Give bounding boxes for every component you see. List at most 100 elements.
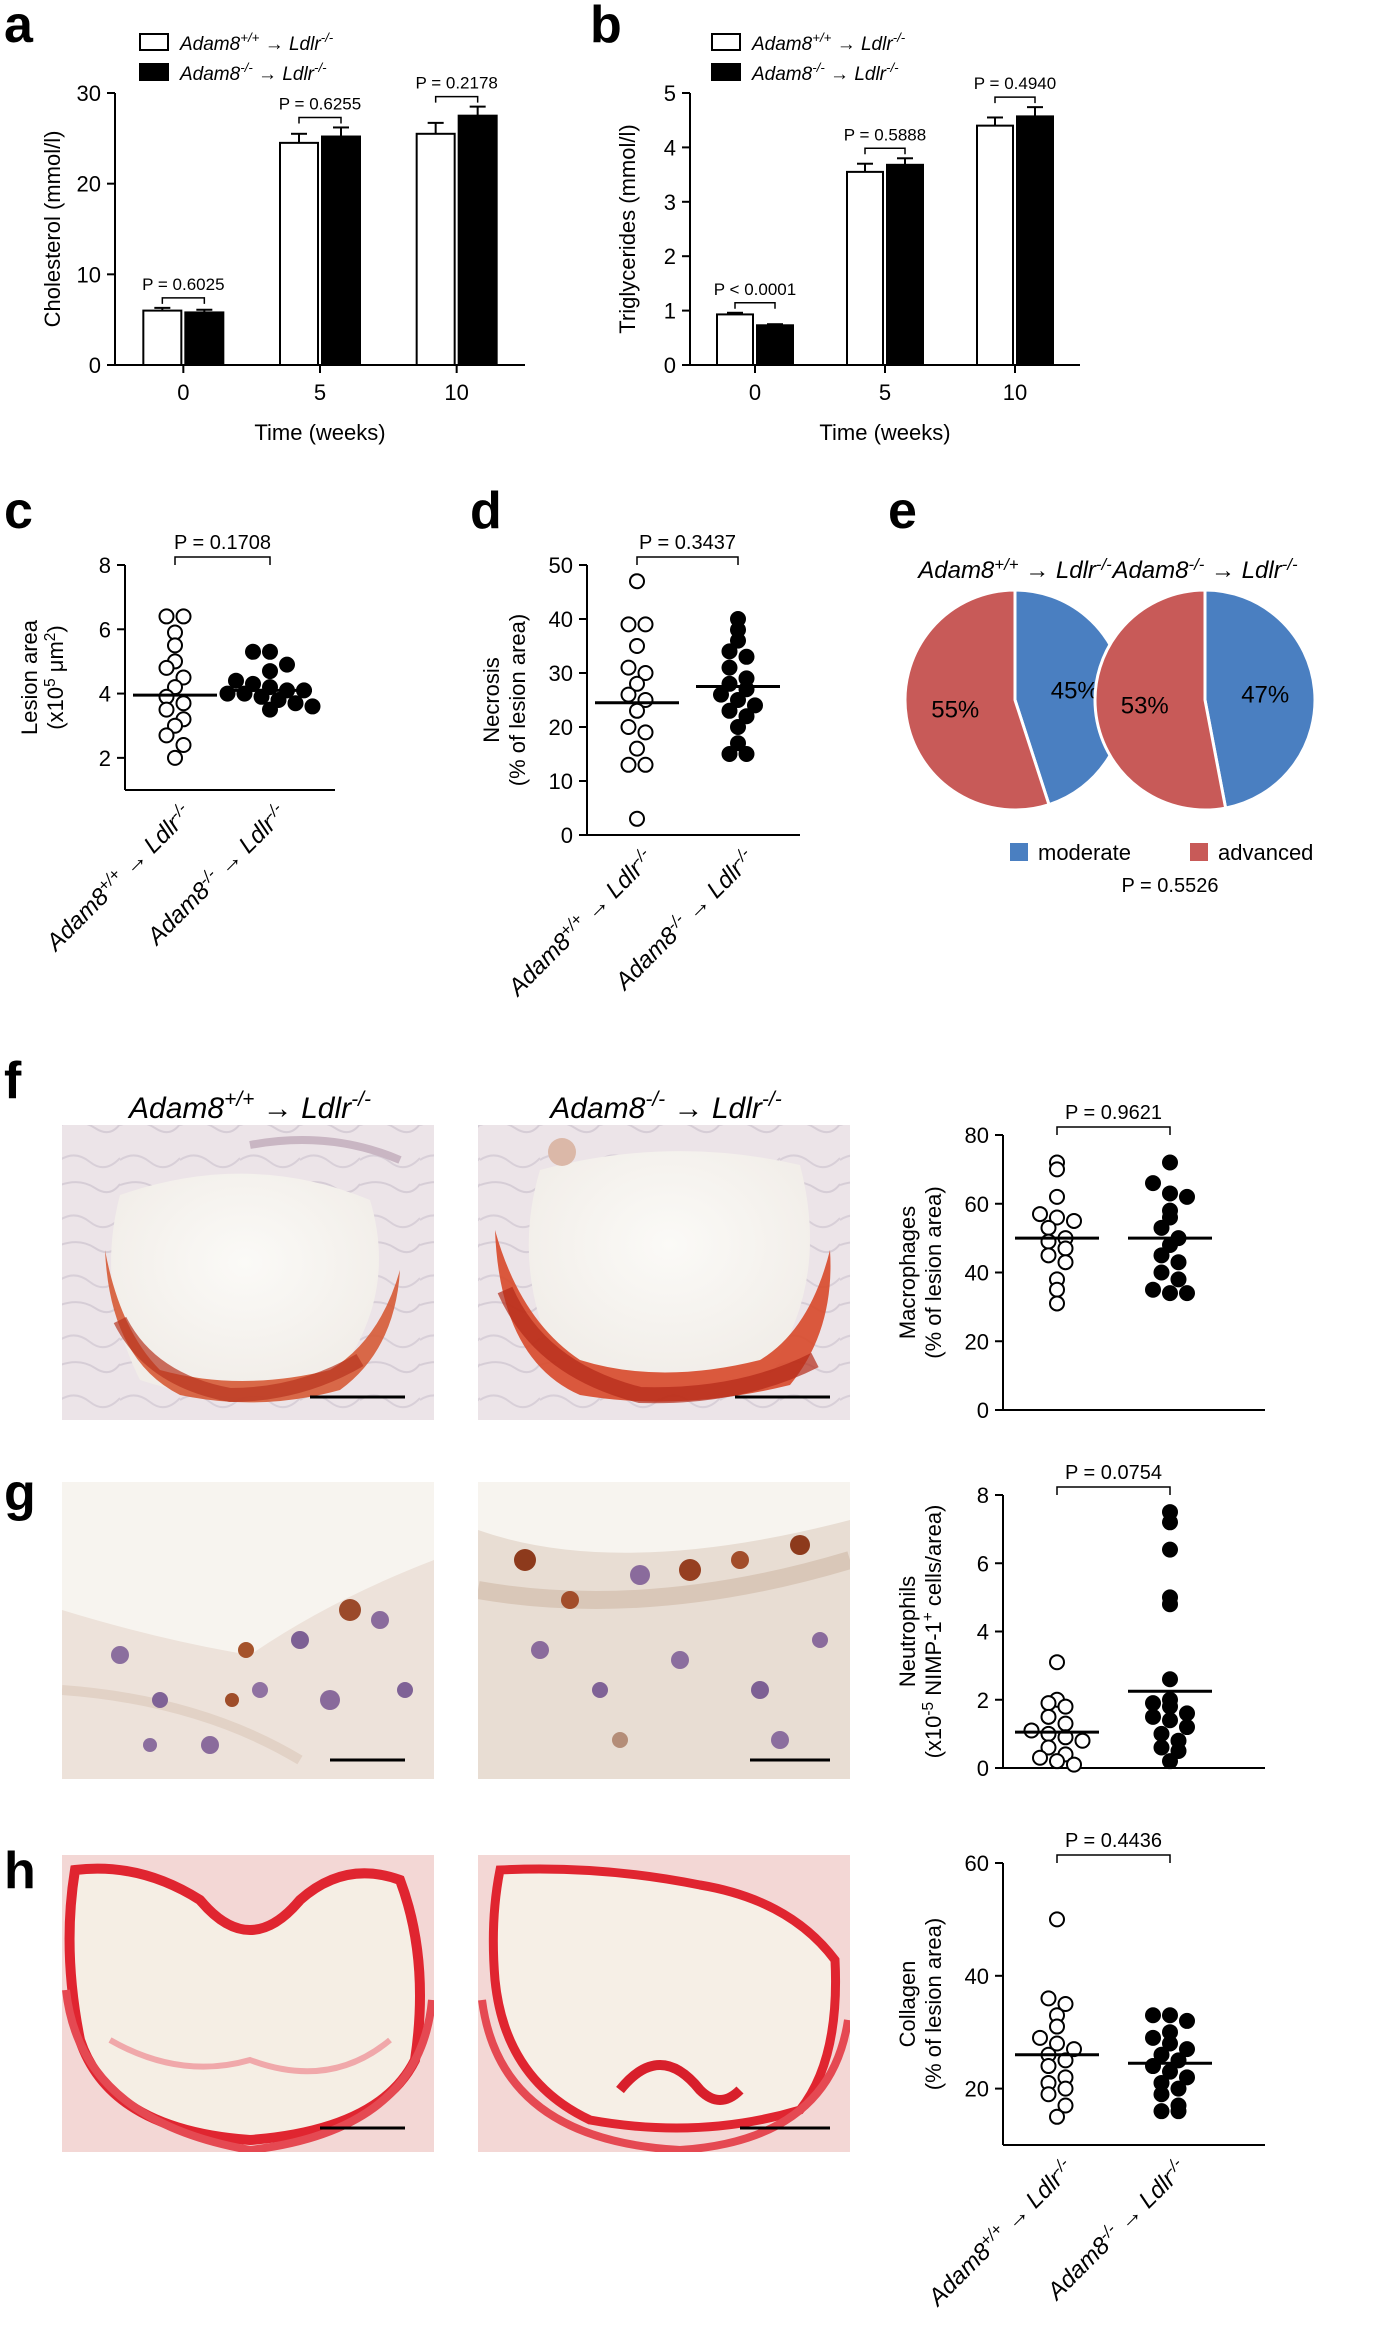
point-ko [747,697,763,714]
point-wt [1040,2086,1057,2103]
point-wt [1049,1161,1065,1178]
bar-wt [976,124,1014,366]
point-wt [1049,2018,1065,2035]
pie-label-moderate: 45% [1051,678,1099,705]
point-wt [1074,1732,1091,1749]
point-wt [629,702,645,719]
point-ko [721,746,738,762]
panel-label-a: a [4,0,34,54]
legend-label-moderate: moderate [1038,840,1131,865]
point-ko [1145,2058,1161,2075]
x-tick-label: 0 [749,380,761,405]
point-wt [1057,2097,1074,2114]
point-wt [1049,1281,1065,1298]
legend-label-ko: Adam8-/- → Ldlr-/- [751,60,899,85]
point-wt [158,608,175,625]
point-wt [629,638,645,654]
point-wt [1066,1756,1082,1773]
y-tick-label: 1 [664,299,676,324]
p-value: P < 0.0001 [714,280,796,299]
point-ko [1162,1698,1178,1715]
point-ko [1162,1671,1178,1688]
p-value: P = 0.4436 [1065,1830,1162,1852]
point-ko [713,686,729,703]
point-ko [1170,2103,1187,2120]
pie-slice-advanced [1093,588,1228,812]
p-value: P = 0.9621 [1065,1102,1162,1124]
point-ko [730,719,746,735]
pie-label-advanced: 53% [1121,693,1169,720]
y-tick-label: 6 [977,1551,989,1576]
y-axis-title: Cholesterol (mmol/l) [40,131,65,328]
point-ko [1162,2007,1178,2024]
x-tick-label: 5 [879,380,891,405]
p-value: P = 0.3437 [639,532,736,554]
point-wt [167,749,183,766]
point-ko [262,643,278,660]
y-tick-label: 10 [77,262,101,287]
bar-wt [846,170,884,366]
legend-swatch-moderate [1010,843,1028,861]
bar-ko [756,324,794,366]
pie-title-ko: Adam8-/- → Ldlr-/- [1110,555,1298,584]
y-tick-label: 40 [549,607,573,632]
point-ko [1179,1285,1195,1302]
y-tick-label: 20 [965,1329,989,1354]
y-tick-label: 30 [549,661,573,686]
y-tick-label: 3 [664,190,676,215]
x-tick-label: 10 [1003,380,1027,405]
x-axis-title: Time (weeks) [254,420,385,445]
point-wt [629,573,645,590]
micrograph-g-wildtype [62,1482,434,1779]
point-ko [738,746,755,762]
x-tick-label: 10 [444,380,468,405]
y-tick-label: 20 [77,172,101,197]
y-tick-label: 2 [99,746,111,771]
chart-b-triglycerides: 0 1 2 3 4 5 0 P < 0.0001 5 P = 0.5888 10 P = 0.4940… [615,30,1080,445]
significance-bracket [298,116,342,124]
point-wt [637,665,654,681]
bar-ko [457,114,498,366]
y-axis-title: Macrophages [895,1206,920,1339]
point-wt [1040,1219,1057,1236]
point-ko [1179,2012,1195,2029]
bar-wt [142,309,183,367]
chart-d-necrosis: 0 10 20 30 40 50 P = 0.3437 Necrosis (% of lesio… [479,532,800,1002]
y-tick-label: 4 [664,135,676,160]
point-wt [620,616,637,633]
legend-label-ko: Adam8-/- → Ldlr-/- [179,60,327,85]
y-axis-title: Neutrophils [895,1576,920,1687]
point-ko [738,648,755,665]
point-ko [253,688,270,705]
p-value: P = 0.1708 [174,532,271,554]
y-tick-label: 20 [549,715,573,740]
p-value: P = 0.5888 [844,125,926,144]
point-wt [1032,1206,1048,1223]
point-wt [175,695,192,712]
point-ko [304,698,321,715]
chart-e-pies: 45% 55% Adam8+/+ → Ldlr-/- 47% 53% Adam8-/- →… [903,555,1317,812]
point-wt [1032,2029,1048,2046]
p-value: P = 0.2178 [415,74,497,93]
y-axis-title: Collagen [895,1961,920,2048]
point-ko [1162,1753,1178,1770]
significance-bracket [1056,1126,1171,1135]
point-ko [262,663,278,680]
chart-h-collagen: 20 40 60 P = 0.4436 Collagen (% of lesion are… [895,1830,1265,2312]
point-wt [1049,1753,1065,1770]
significance-bracket [1056,1486,1171,1495]
panel-label-c: c [4,482,33,540]
bar-wt [415,132,456,366]
point-wt [629,740,645,757]
point-wt [1057,1715,1074,1732]
y-tick-label: 4 [99,682,111,707]
legend-swatch-wt [711,33,741,51]
point-wt [637,724,654,741]
point-ko [219,685,236,702]
point-ko [1170,1271,1187,1288]
legend-label-wt: Adam8+/+ → Ldlr-/- [179,30,334,55]
point-wt [1049,1654,1065,1671]
point-ko [1153,1264,1170,1281]
